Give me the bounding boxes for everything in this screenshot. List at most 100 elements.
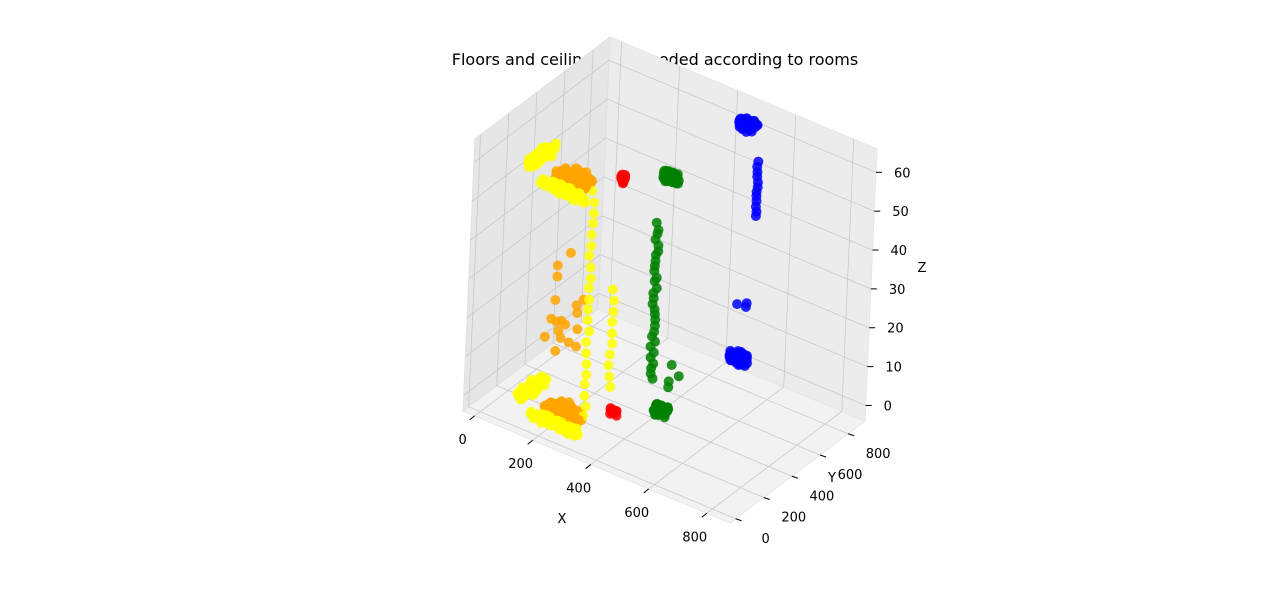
grid-line-z bbox=[465, 254, 601, 357]
z-axis-label: Z bbox=[918, 261, 927, 276]
grid-line-z bbox=[605, 137, 873, 251]
data-point bbox=[648, 288, 659, 299]
data-point bbox=[580, 401, 591, 412]
data-point bbox=[584, 294, 594, 305]
data-point bbox=[584, 326, 595, 337]
grid-line-z bbox=[473, 59, 610, 163]
y-tick bbox=[735, 518, 742, 522]
data-point bbox=[732, 299, 743, 310]
grid-line-z bbox=[603, 176, 871, 290]
data-point bbox=[744, 124, 754, 135]
data-point bbox=[607, 317, 618, 327]
data-point bbox=[652, 406, 663, 416]
data-point bbox=[647, 299, 658, 309]
x-axis-label: X bbox=[558, 512, 567, 527]
data-point bbox=[539, 331, 550, 342]
data-point bbox=[546, 313, 557, 324]
data-point bbox=[588, 208, 599, 219]
data-point bbox=[556, 315, 567, 326]
z-tick-label: 60 bbox=[894, 166, 911, 181]
data-point bbox=[667, 177, 678, 188]
data-point bbox=[571, 341, 582, 352]
data-point bbox=[528, 387, 538, 398]
grid-line-x bbox=[609, 41, 623, 314]
grid-line-z bbox=[600, 254, 868, 367]
data-point bbox=[651, 272, 662, 283]
data-point bbox=[579, 390, 590, 401]
grid-line-y bbox=[524, 363, 793, 477]
data-point bbox=[538, 174, 549, 185]
y-tick-label: 200 bbox=[781, 511, 806, 526]
data-point bbox=[663, 382, 674, 393]
x-tick-label: 0 bbox=[458, 433, 466, 448]
data-point bbox=[617, 178, 628, 189]
x-tick bbox=[527, 439, 533, 445]
data-point bbox=[563, 337, 574, 348]
data-point bbox=[752, 177, 763, 188]
data-point bbox=[648, 358, 659, 369]
x-tick bbox=[701, 512, 708, 518]
grid-line-z bbox=[601, 215, 870, 329]
data-point bbox=[586, 240, 597, 251]
x-tick bbox=[469, 415, 475, 421]
data-point bbox=[565, 247, 576, 258]
grid-line-z bbox=[607, 98, 875, 212]
data-point bbox=[673, 371, 684, 382]
data-point bbox=[666, 360, 677, 370]
x-tick-label: 600 bbox=[624, 506, 649, 521]
data-point bbox=[752, 167, 763, 177]
y-tick bbox=[791, 475, 799, 479]
data-point bbox=[607, 328, 617, 339]
x-tick bbox=[643, 488, 650, 494]
data-point bbox=[605, 408, 616, 419]
x-tick-label: 200 bbox=[508, 457, 533, 472]
data-points bbox=[512, 113, 764, 441]
y-tick-label: 0 bbox=[761, 532, 769, 547]
x-tick-label: 400 bbox=[566, 482, 591, 497]
y-tick bbox=[763, 497, 770, 500]
data-point bbox=[574, 194, 585, 205]
grid-line-y bbox=[552, 342, 821, 456]
data-point bbox=[582, 315, 593, 325]
z-tick-label: 20 bbox=[887, 322, 904, 337]
data-point bbox=[544, 420, 555, 430]
data-point bbox=[552, 260, 563, 271]
data-point bbox=[605, 349, 615, 360]
data-point bbox=[581, 369, 592, 380]
x-tick bbox=[585, 464, 592, 469]
y-tick bbox=[847, 433, 855, 437]
z-tick-label: 30 bbox=[889, 283, 906, 298]
data-point bbox=[581, 348, 591, 359]
y-axis-label: Y bbox=[827, 471, 836, 486]
grid-line-y bbox=[496, 113, 510, 386]
data-point bbox=[586, 229, 597, 240]
grid-line-x bbox=[783, 114, 797, 387]
grid-line-y bbox=[524, 92, 538, 365]
data-point bbox=[604, 371, 615, 382]
data-point bbox=[730, 354, 741, 364]
data-point bbox=[585, 273, 596, 284]
grid-line-x bbox=[725, 90, 739, 363]
data-point bbox=[585, 262, 596, 273]
data-point bbox=[581, 359, 592, 370]
data-point bbox=[515, 394, 526, 405]
data-point bbox=[567, 424, 578, 435]
data-point bbox=[571, 300, 582, 311]
data-point bbox=[740, 302, 751, 312]
grid-line-y bbox=[468, 406, 736, 520]
z-tick-label: 10 bbox=[885, 361, 902, 376]
data-point bbox=[572, 308, 583, 318]
data-point bbox=[608, 306, 619, 317]
data-point bbox=[552, 271, 563, 282]
data-point bbox=[603, 360, 614, 371]
data-point bbox=[550, 345, 561, 356]
data-point bbox=[582, 304, 593, 315]
grid-line-y bbox=[468, 134, 482, 407]
grid-line-y bbox=[580, 321, 849, 435]
grid-line-x bbox=[841, 139, 855, 412]
data-point bbox=[653, 225, 664, 235]
data-point bbox=[583, 283, 594, 293]
x-tick-label: 800 bbox=[682, 530, 707, 545]
data-point bbox=[653, 246, 664, 257]
y-tick bbox=[819, 454, 827, 458]
